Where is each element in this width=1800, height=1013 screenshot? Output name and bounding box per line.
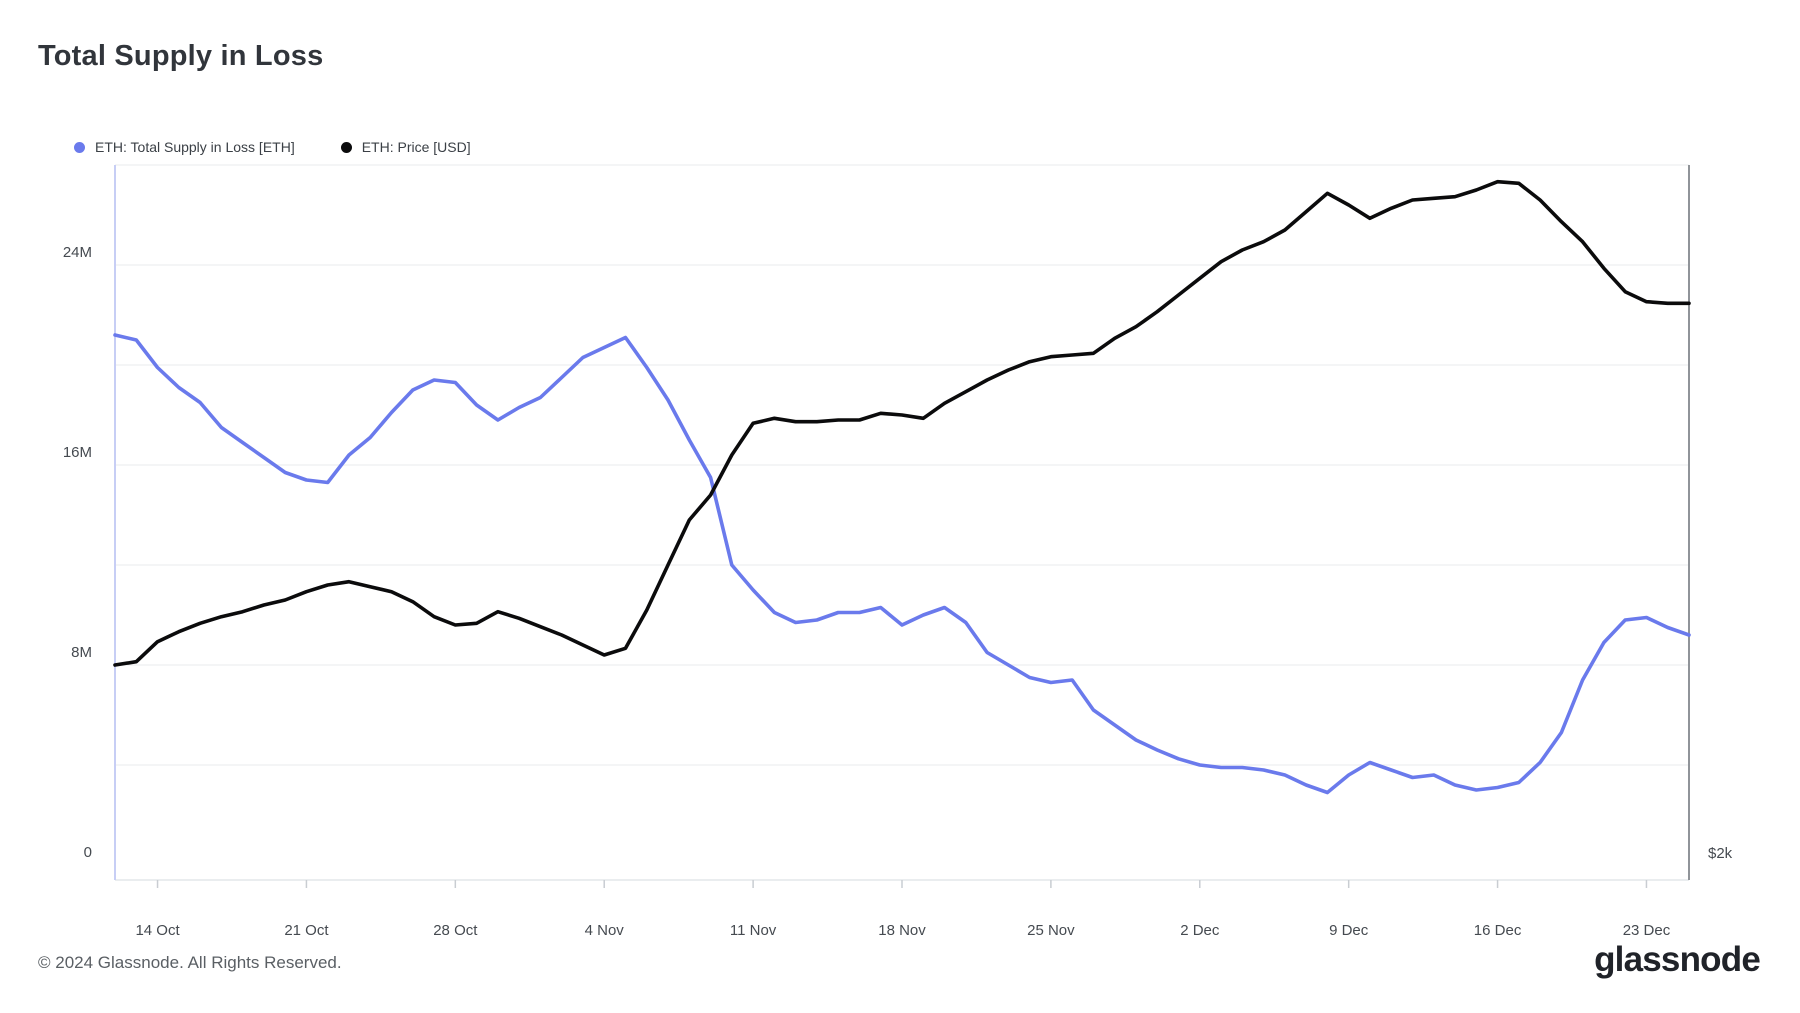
x-axis-tick-label: 14 Oct — [135, 922, 180, 939]
x-axis-tick-label: 11 Nov — [729, 922, 777, 939]
legend-dot-black-icon — [340, 141, 352, 153]
y-axis-tick-label: 0 — [83, 844, 92, 861]
series-line-price — [113, 179, 1691, 667]
x-axis-tick-label: 23 Dec — [1622, 922, 1671, 939]
legend-dot-blue-icon — [74, 141, 85, 153]
legend-item-price[interactable]: ETH: Price [USD] — [340, 139, 471, 155]
footer-copyright: © 2024 Glassnode. All Rights Reserved. — [38, 953, 342, 972]
x-axis-tick-label: 18 Nov — [878, 922, 926, 939]
x-axis-tick-label: 25 Nov — [1027, 922, 1075, 939]
right-axis-price-tick-label: $2k — [1708, 845, 1733, 862]
legend-item-supply-in-loss[interactable]: ETH: Total Supply in Loss [ETH] — [74, 139, 295, 155]
x-axis-tick-label: 2 Dec — [1180, 922, 1220, 939]
legend-label-supply-in-loss: ETH: Total Supply in Loss [ETH] — [95, 139, 295, 155]
x-axis-tick-label: 16 Dec — [1473, 922, 1522, 939]
page-title: Total Supply in Loss — [38, 40, 324, 72]
x-axis-tick-label: 28 Oct — [433, 922, 478, 939]
x-axis-tick-label: 21 Oct — [284, 922, 329, 939]
y-axis-tick-label: 16M — [62, 444, 92, 461]
chart-legend: ETH: Total Supply in Loss [ETH] ETH: Pri… — [74, 139, 471, 155]
x-axis-tick-label: 4 Nov — [584, 922, 624, 939]
x-axis-tick-label: 9 Dec — [1329, 922, 1369, 939]
glassnode-logo: glassnode — [1594, 940, 1761, 979]
y-axis-tick-label: 24M — [62, 244, 92, 261]
series-line-supply-in-loss — [113, 333, 1691, 795]
legend-label-price: ETH: Price [USD] — [361, 139, 471, 155]
y-axis-tick-label: 8M — [71, 644, 92, 661]
